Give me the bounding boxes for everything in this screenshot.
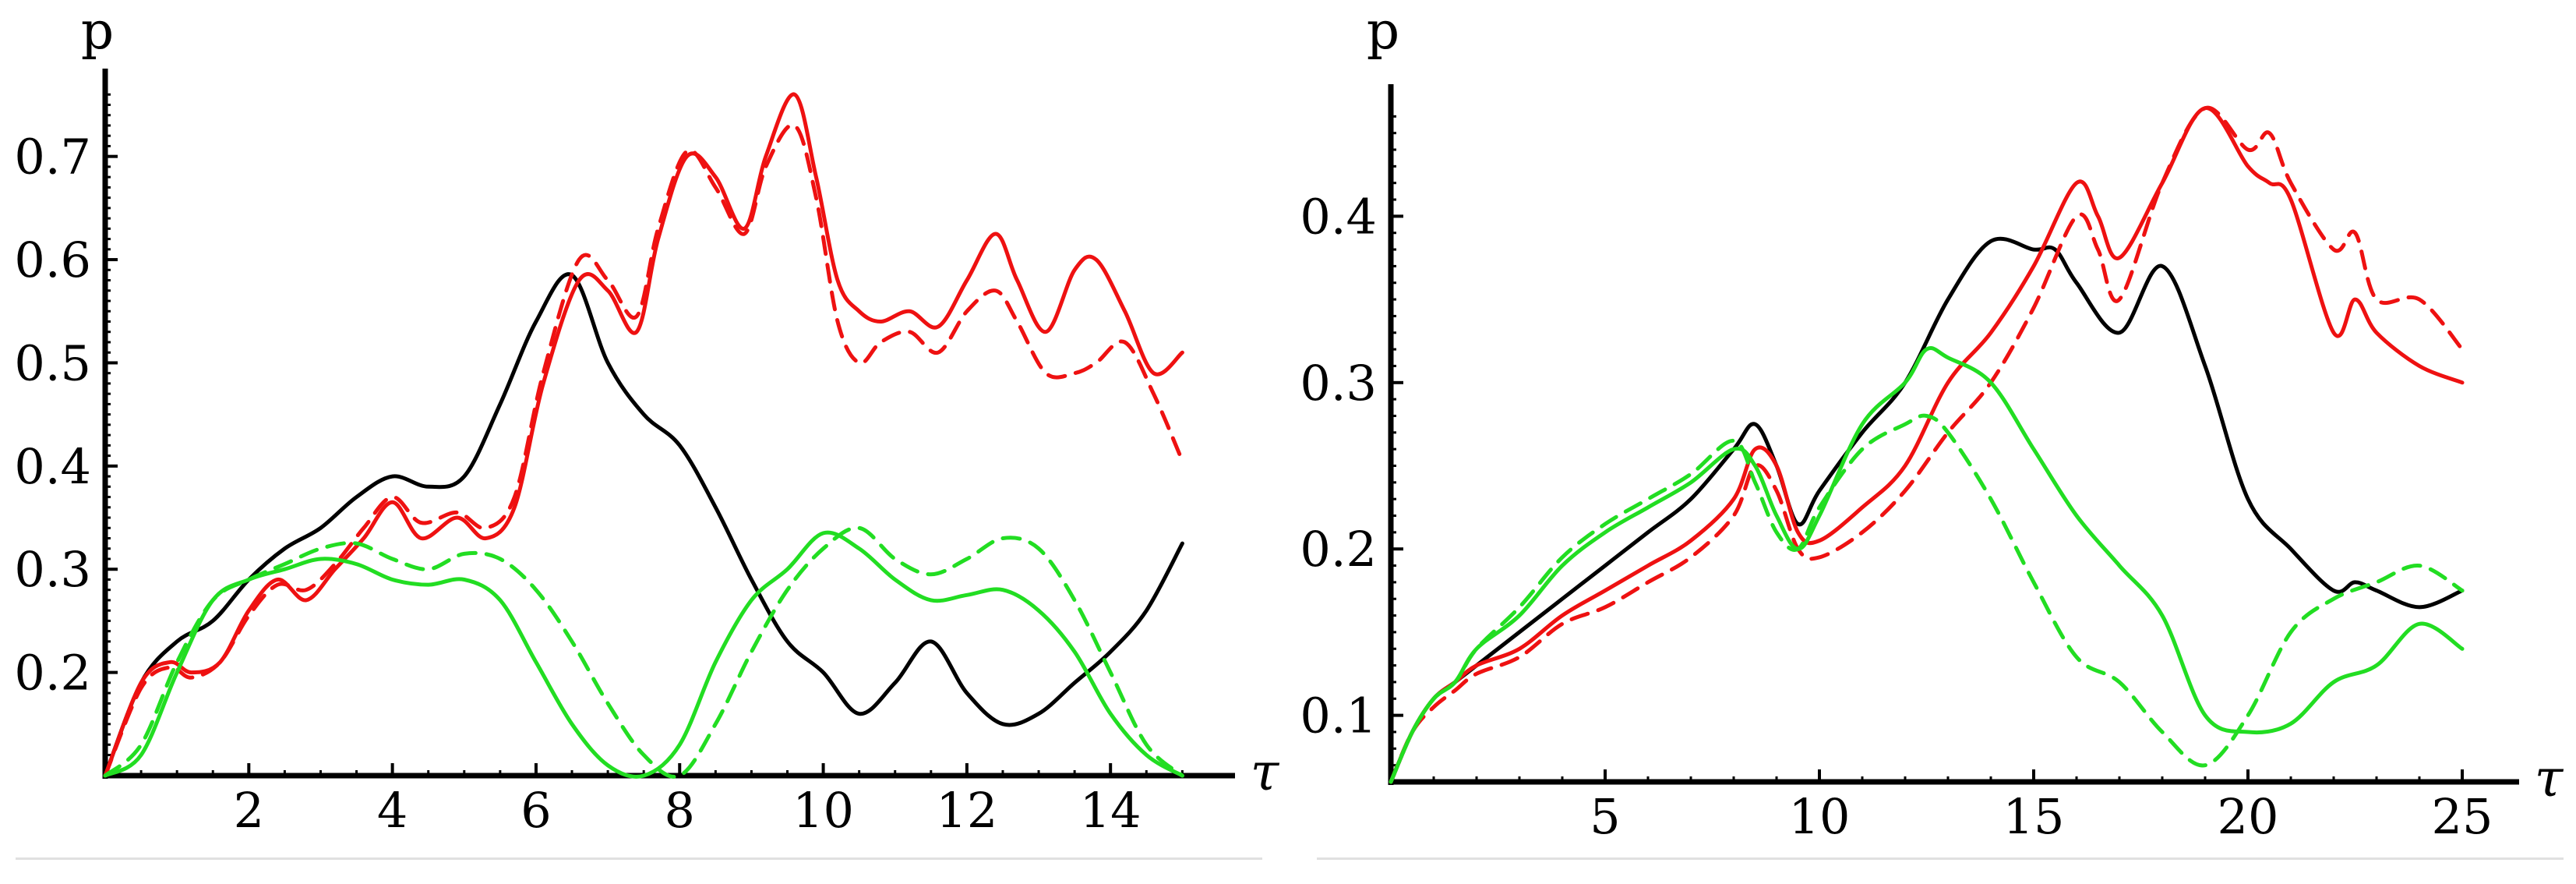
chart1-x-axis-label: τ [2535, 748, 2564, 808]
chart1-series-green-solid-line [1389, 346, 2465, 784]
chart-left-svg: 2 4 6 8 10 12 14 0.2 0.3 0.4 0.5 0.6 0.7 p τ [14, 1, 1280, 839]
chart1-y-tick-label: 0.1 [1300, 688, 1377, 744]
chart0-series-black-solid-line [103, 272, 1184, 778]
chart1-x-tick-label: 5 [1590, 788, 1620, 845]
chart-right: 5 10 15 20 25 0.1 0.2 0.3 0.4 p τ [1288, 0, 2576, 880]
chart0-y-tick-label: 0.6 [14, 232, 91, 288]
chart0-y-tick-label: 0.4 [14, 438, 91, 495]
chart1-x-tick-label: 15 [2003, 788, 2065, 845]
chart0-x-tick-label: 12 [936, 782, 997, 839]
chart0-x-tick-label: 4 [377, 782, 408, 839]
chart-right-svg: 5 10 15 20 25 0.1 0.2 0.3 0.4 p τ [1300, 1, 2564, 845]
chart1-series-green-dashed-line [1389, 413, 2465, 784]
chart0-y-tick-label: 0.7 [14, 129, 91, 186]
chart1-series-red-dashed-line [1389, 105, 2465, 784]
chart1-series-red-solid-line [1389, 106, 2465, 784]
chart1-y-tick-label: 0.2 [1300, 521, 1377, 578]
bottom-divider-left [16, 857, 1262, 860]
chart0-series-red-solid-line [103, 92, 1184, 778]
chart1-y-axis-label: p [1367, 1, 1399, 61]
chart0-x-axis-label: τ [1251, 742, 1280, 802]
chart1-y-tick-label: 0.4 [1300, 188, 1377, 245]
chart0-x-tick-label: 14 [1080, 782, 1142, 839]
chart1-series-black-solid-line [1389, 236, 2465, 784]
chart1-x-tick-label: 25 [2432, 788, 2493, 845]
chart0-x-tick-label: 8 [665, 782, 695, 839]
chart0-y-tick-label: 0.5 [14, 334, 91, 391]
chart0-x-tick-label: 6 [520, 782, 551, 839]
bottom-divider-right [1317, 857, 2564, 860]
chart0-x-tick-label: 2 [234, 782, 264, 839]
chart0-series-green-solid-line [103, 530, 1184, 779]
chart1-x-tick-label: 10 [1789, 788, 1851, 845]
chart-left: 2 4 6 8 10 12 14 0.2 0.3 0.4 0.5 0.6 0.7 p τ [0, 0, 1288, 880]
chart0-y-axis-label: p [81, 1, 114, 61]
chart0-y-tick-label: 0.3 [14, 541, 91, 598]
chart0-y-tick-label: 0.2 [14, 645, 91, 702]
chart0-x-tick-label: 10 [792, 782, 854, 839]
chart1-x-tick-label: 20 [2218, 788, 2279, 845]
chart1-y-tick-label: 0.3 [1300, 355, 1377, 412]
chart0-series-green-dashed-line [103, 525, 1184, 779]
chart0-series-red-dashed-line [103, 122, 1184, 778]
